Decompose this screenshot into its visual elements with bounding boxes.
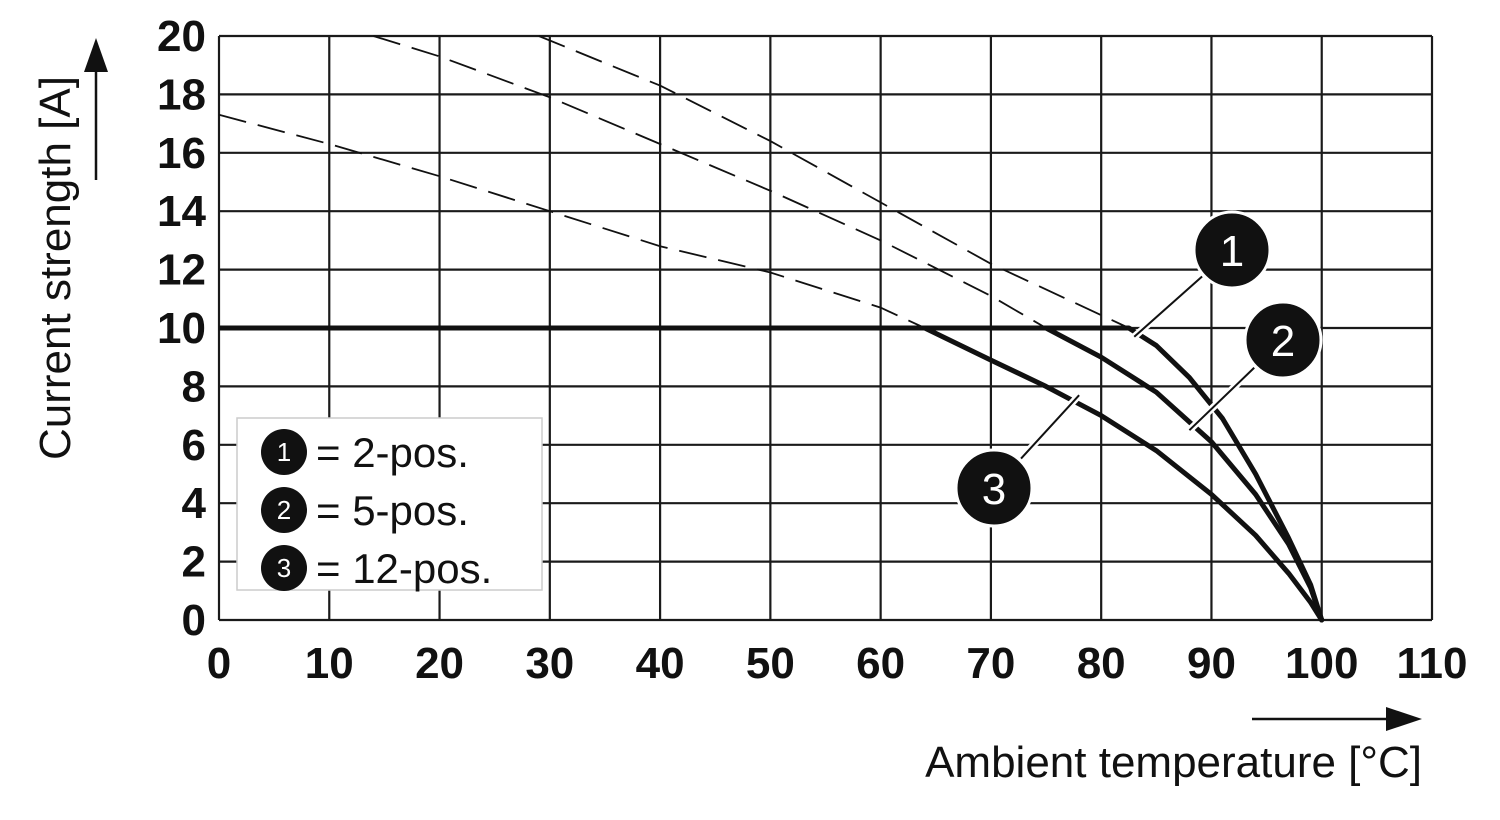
callout-2-disc [1243,300,1323,380]
x-tick-label: 40 [636,639,685,688]
legend-1-label: = 2-pos. [316,429,469,476]
series-3-line [922,325,1325,623]
legend: 1 = 2-pos. 2 = 5-pos. 3 = 12-pos. [236,417,543,592]
callout-3-number: 3 [982,465,1006,514]
series-2-dashed-line [373,35,1047,329]
x-tick-label: 80 [1077,639,1126,688]
x-tick-label: 10 [305,639,354,688]
y-axis-label: Current strength [A] [31,76,80,460]
x-axis-label: Ambient temperature [°C] [925,738,1422,787]
x-tick-label: 0 [207,639,231,688]
x-tick-label: 50 [746,639,795,688]
y-axis-title: Current strength [A] [31,38,108,460]
series-1-dashed-line [538,35,1130,329]
x-axis-arrowhead [1386,707,1422,731]
y-tick-label: 2 [182,538,206,587]
curves [218,35,1325,623]
x-tick-label: 90 [1187,639,1236,688]
legend-3-disc [261,545,307,591]
y-tick-label: 20 [157,12,206,61]
callout-2-number: 2 [1271,317,1295,366]
y-tick-label: 0 [182,596,206,645]
x-tick-label: 110 [1397,639,1468,688]
callout-1-leader [1133,275,1203,338]
y-tick-label: 14 [157,187,206,236]
legend-2-label: = 5-pos. [316,487,469,534]
y-tick-label: 16 [157,129,206,178]
y-tick-label: 10 [157,304,206,353]
callouts: 12 3 [954,210,1323,528]
legend-1-number: 1 [277,437,291,467]
x-tick-label: 100 [1285,639,1358,688]
legend-2-disc [261,487,307,533]
x-tick-label: 60 [856,639,905,688]
callout-3-leader [1020,394,1080,460]
y-tick-label: 4 [182,479,207,528]
y-tick-label: 18 [157,70,206,119]
callout-3-disc [954,448,1034,528]
legend-3-label: = 12-pos. [316,545,492,592]
x-tick-label: 20 [415,639,464,688]
callout-1-disc [1192,210,1272,290]
x-tick-label: 30 [525,639,574,688]
x-tick-label: 70 [966,639,1015,688]
y-tick-label: 6 [182,421,206,470]
x-axis-title: Ambient temperature [°C] [925,707,1422,787]
series-3-dashed-line [218,113,926,329]
y-tick-label: 8 [182,362,206,411]
legend-1-disc [261,429,307,475]
callout-2-leader [1188,367,1255,431]
y-axis-arrowhead [84,38,108,72]
tick-labels: 0 10 20 30 40 50 60 70 80 90 100 110024681012141618… [157,12,1467,688]
legend-3-number: 3 [277,553,291,583]
y-tick-label: 12 [157,246,206,295]
series-2-line [1043,325,1325,623]
callout-1-number: 1 [1220,227,1244,276]
legend-2-number: 2 [277,495,291,525]
